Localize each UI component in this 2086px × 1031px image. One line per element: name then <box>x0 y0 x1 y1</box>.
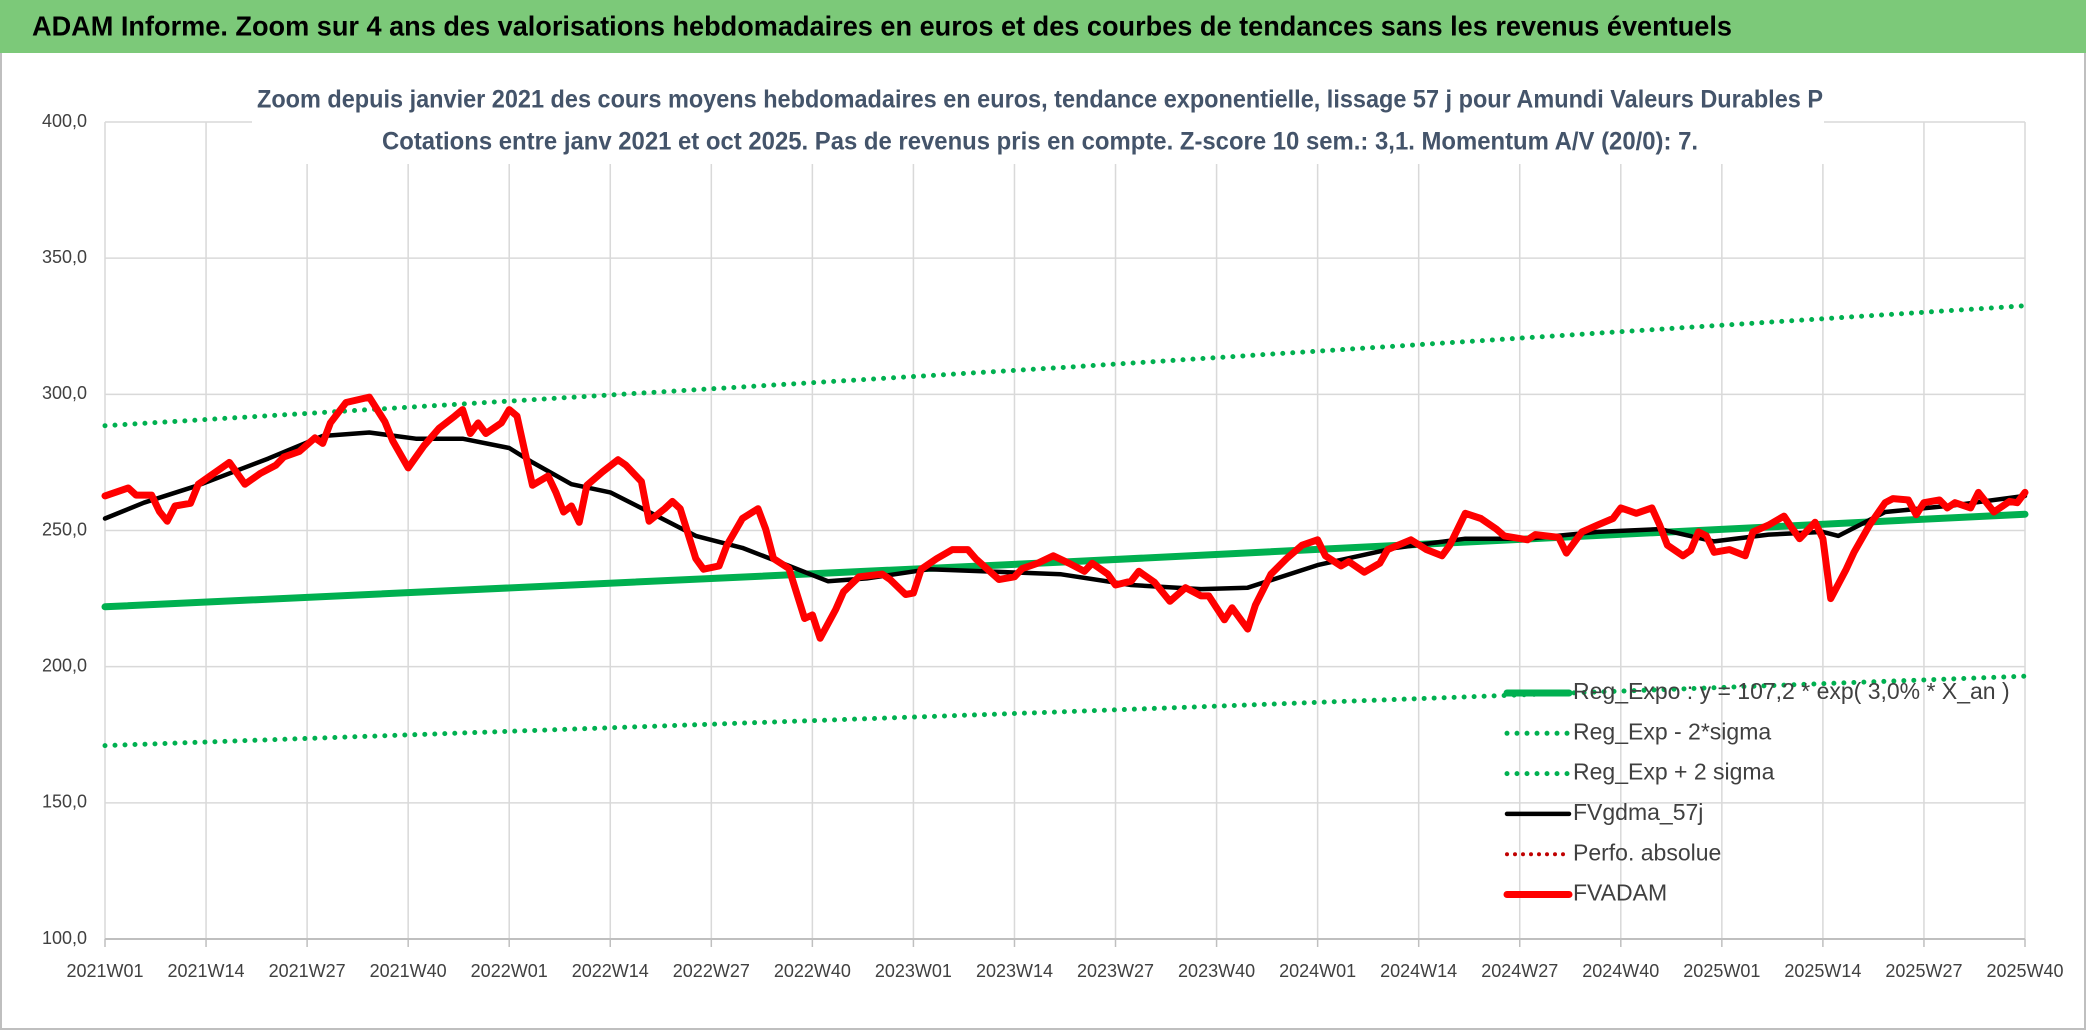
x-tick-label: 2021W01 <box>66 961 143 981</box>
x-tick-label: 2023W14 <box>976 961 1053 981</box>
plot-area: 100,0 150,0 200,0 250,0 300,0 350,0 400,0 2021W… <box>42 111 2064 981</box>
x-tick-label: 2022W14 <box>572 961 649 981</box>
x-tick-label: 2021W14 <box>168 961 245 981</box>
legend-label: Perfo. absolue <box>1573 839 1721 865</box>
y-tick-label: 400,0 <box>42 111 87 131</box>
title-backdrop <box>252 82 1824 164</box>
x-tick-label: 2022W40 <box>774 961 851 981</box>
x-tick-label: 2022W27 <box>673 961 750 981</box>
x-tick-label: 2024W40 <box>1582 961 1659 981</box>
x-tick-label: 2022W01 <box>471 961 548 981</box>
x-tick-label: 2023W01 <box>875 961 952 981</box>
x-tick-label: 2025W01 <box>1683 961 1760 981</box>
y-tick-label: 250,0 <box>42 519 87 539</box>
legend-label: Reg_Exp - 2*sigma <box>1573 718 1771 744</box>
x-tick-label: 2023W40 <box>1178 961 1255 981</box>
x-tick-label: 2024W27 <box>1481 961 1558 981</box>
series-line <box>102 430 2028 592</box>
y-tick-label: 200,0 <box>42 655 87 675</box>
legend-label: FVgdma_57j <box>1573 799 1703 825</box>
x-tick-label: 2025W14 <box>1784 961 1861 981</box>
header-bar <box>0 0 2086 53</box>
y-tick-label: 150,0 <box>42 792 87 812</box>
x-tick-label: 2025W27 <box>1885 961 1962 981</box>
y-tick-label: 300,0 <box>42 383 87 403</box>
x-tick-label: 2024W01 <box>1279 961 1356 981</box>
x-tick-label: 2021W40 <box>370 961 447 981</box>
x-tick-label: 2021W27 <box>269 961 346 981</box>
x-tick-label: 2025W40 <box>1986 961 2063 981</box>
series-line <box>102 303 2028 429</box>
header-title: ADAM Informe. Zoom sur 4 ans des valoris… <box>32 10 1732 41</box>
x-tick-label: 2023W27 <box>1077 961 1154 981</box>
legend-label: FVADAM <box>1573 880 1667 906</box>
y-tick-label: 350,0 <box>42 247 87 267</box>
legend: Reg_Expo : y = 107,2 * exp( 3,0% * X_an … <box>1503 678 2010 906</box>
y-tick-label: 100,0 <box>42 928 87 948</box>
legend-label: Reg_Exp + 2 sigma <box>1573 759 1775 785</box>
series-line <box>101 393 2029 642</box>
legend-label: Reg_Expo : y = 107,2 * exp( 3,0% * X_an … <box>1573 678 2010 704</box>
chart-title: Zoom depuis janvier 2021 des cours moyen… <box>257 86 1823 114</box>
chart-subtitle: Cotations entre janv 2021 et oct 2025. P… <box>382 128 1698 156</box>
series-line <box>102 673 2028 749</box>
x-tick-label: 2024W14 <box>1380 961 1457 981</box>
